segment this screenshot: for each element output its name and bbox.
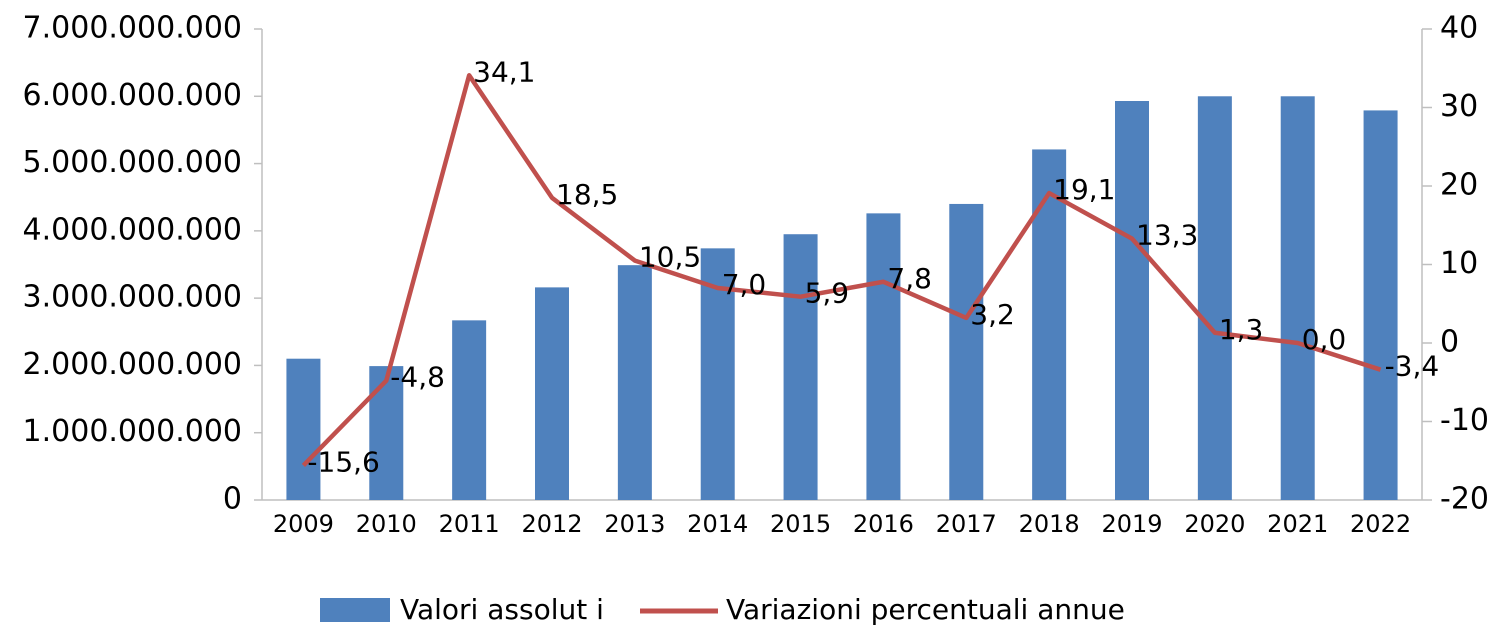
y-tick-label: 1.000.000.000 xyxy=(23,414,242,449)
y2-tick-label: 20 xyxy=(1440,168,1478,203)
bar xyxy=(286,358,321,500)
bar xyxy=(617,265,652,500)
data-label: 19,1 xyxy=(1053,173,1115,206)
bar xyxy=(949,203,984,500)
line xyxy=(301,73,1382,468)
bar xyxy=(535,287,569,500)
x-tick-label: 2015 xyxy=(770,510,831,538)
x-tick-label: 2013 xyxy=(604,510,665,538)
data-label: 13,3 xyxy=(1136,219,1198,252)
x-tick-label: 2017 xyxy=(936,510,997,538)
bar xyxy=(783,234,818,500)
bar xyxy=(866,213,901,500)
x-tick-label: 2021 xyxy=(1267,510,1328,538)
y2-tick-label: 0 xyxy=(1440,325,1459,360)
data-label: 18,5 xyxy=(556,178,618,211)
bar xyxy=(369,366,404,500)
y2-tick-label: 30 xyxy=(1440,89,1478,124)
y2-tick-label: 10 xyxy=(1440,246,1478,281)
x-tick-label: 2022 xyxy=(1350,510,1411,538)
y-tick-label: 5.000.000.000 xyxy=(23,145,242,180)
y2-tick-label: -20 xyxy=(1440,482,1489,517)
bar xyxy=(1115,100,1149,500)
bar xyxy=(452,320,487,500)
data-label: 10,5 xyxy=(639,241,701,274)
y2-tick-label: 40 xyxy=(1440,11,1478,46)
data-label: 7,0 xyxy=(722,268,767,301)
bar xyxy=(1280,96,1315,501)
x-tick-label: 2012 xyxy=(521,510,582,538)
bar xyxy=(1197,96,1232,501)
data-label: 0,0 xyxy=(1302,323,1347,356)
x-tick-label: 2010 xyxy=(356,510,417,538)
x-tick-label: 2011 xyxy=(439,510,500,538)
data-label: 34,1 xyxy=(473,55,535,88)
y-tick-label: 7.000.000.000 xyxy=(23,11,242,46)
data-label: -15,6 xyxy=(307,445,379,478)
x-tick-label: 2009 xyxy=(273,510,334,538)
x-tick-label: 2020 xyxy=(1184,510,1245,538)
legend-label: Variazioni percentuali annue xyxy=(726,593,1125,626)
y-tick-label: 6.000.000.000 xyxy=(23,78,242,113)
data-label: 1,3 xyxy=(1219,313,1264,346)
x-tick-label: 2014 xyxy=(687,510,748,538)
y2-tick-label: -10 xyxy=(1440,403,1489,438)
y-tick-label: 3.000.000.000 xyxy=(23,280,242,315)
data-label: 3,2 xyxy=(970,298,1015,331)
y-tick-label: 0 xyxy=(223,482,242,517)
data-label: 7,8 xyxy=(887,262,932,295)
data-label: -3,4 xyxy=(1385,350,1440,383)
data-label: -4,8 xyxy=(390,361,445,394)
data-label: 5,9 xyxy=(805,277,850,310)
legend-swatch xyxy=(320,598,390,622)
y-tick-label: 4.000.000.000 xyxy=(23,212,242,247)
x-tick-label: 2018 xyxy=(1019,510,1080,538)
x-tick-label: 2016 xyxy=(853,510,914,538)
legend-label: Valori assolut i xyxy=(400,593,604,626)
bar xyxy=(1363,110,1398,500)
x-tick-label: 2019 xyxy=(1101,510,1162,538)
y-tick-label: 2.000.000.000 xyxy=(23,347,242,382)
